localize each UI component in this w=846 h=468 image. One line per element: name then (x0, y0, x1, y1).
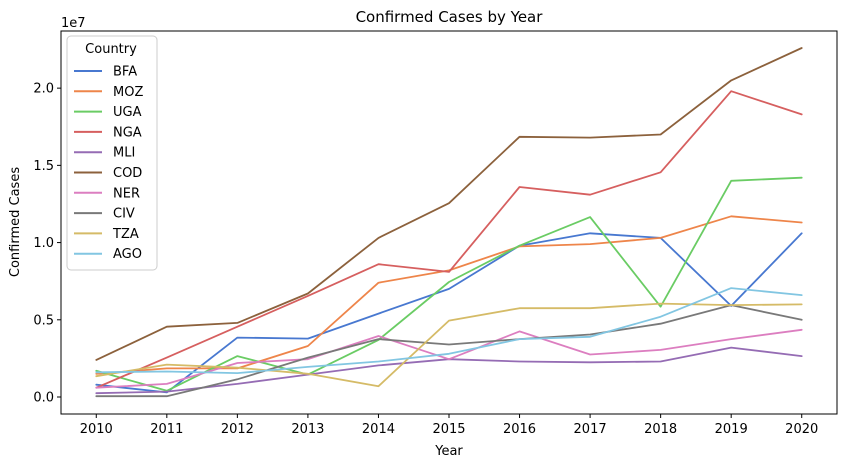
series-line-bfa (95, 232, 803, 394)
legend-label: NGA (113, 125, 142, 140)
legend-title: Country (85, 42, 137, 57)
x-tick-label: 2011 (150, 422, 183, 437)
y-tick-label: 0.5 (33, 313, 54, 328)
x-axis: 2010 2011 2012 2013 2014 2015 2016 2017 2018 2019… (80, 414, 818, 437)
y-axis-offset-label: 1e7 (61, 16, 86, 31)
x-tick-label: 2019 (715, 422, 748, 437)
legend-label: MOZ (113, 85, 143, 100)
y-tick-label: 1.0 (33, 236, 54, 251)
legend-entry-uga: UGA (74, 105, 142, 120)
x-tick-label: 2016 (503, 422, 536, 437)
y-tick-label: 0.0 (33, 391, 54, 406)
y-axis: 0.0 0.5 1.0 1.5 2.0 (33, 82, 61, 406)
series-line-tza (95, 302, 803, 388)
legend-entry-mli: MLI (74, 146, 135, 161)
legend-entry-bfa: BFA (74, 65, 137, 80)
x-axis-title: Year (434, 444, 463, 459)
x-tick-label: 2013 (291, 422, 324, 437)
y-tick-label: 2.0 (33, 82, 54, 97)
legend-label: BFA (113, 65, 137, 80)
x-tick-label: 2015 (432, 422, 465, 437)
legend-label: CIV (113, 207, 135, 222)
series-layer (95, 47, 803, 398)
legend-entry-moz: MOZ (74, 85, 143, 100)
legend-entry-nga: NGA (74, 125, 142, 140)
y-tick-label: 1.5 (33, 159, 54, 174)
series-line-ago (95, 287, 803, 375)
series-line-uga (95, 176, 803, 392)
legend-label: MLI (113, 146, 135, 161)
x-tick-label: 2018 (644, 422, 677, 437)
legend-entries: BFA MOZ UGA NGA MLI COD NER CIV TZA AGO (74, 65, 143, 262)
x-tick-label: 2010 (80, 422, 113, 437)
x-tick-label: 2020 (785, 422, 818, 437)
legend-entry-ago: AGO (74, 247, 142, 262)
legend-label: AGO (113, 247, 142, 262)
legend-entry-tza: TZA (74, 227, 139, 242)
x-tick-label: 2017 (574, 422, 607, 437)
legend-label: UGA (113, 105, 142, 120)
chart-title: Confirmed Cases by Year (356, 8, 544, 26)
x-tick-label: 2014 (362, 422, 395, 437)
legend-label: TZA (112, 227, 139, 242)
series-line-civ (95, 304, 803, 398)
legend-entry-ner: NER (74, 186, 140, 201)
legend-label: NER (113, 186, 140, 201)
legend-entry-civ: CIV (74, 207, 135, 222)
legend-entry-cod: COD (74, 166, 142, 181)
series-line-cod (95, 47, 803, 361)
y-axis-title: Confirmed Cases (8, 167, 23, 277)
legend-box (66, 35, 158, 271)
legend-label: COD (113, 166, 142, 181)
x-tick-label: 2012 (221, 422, 254, 437)
series-line-ner (95, 328, 803, 389)
legend: Country BFA MOZ UGA NGA MLI COD NER CIV TZA AGO (66, 35, 158, 271)
series-line-nga (95, 90, 803, 389)
